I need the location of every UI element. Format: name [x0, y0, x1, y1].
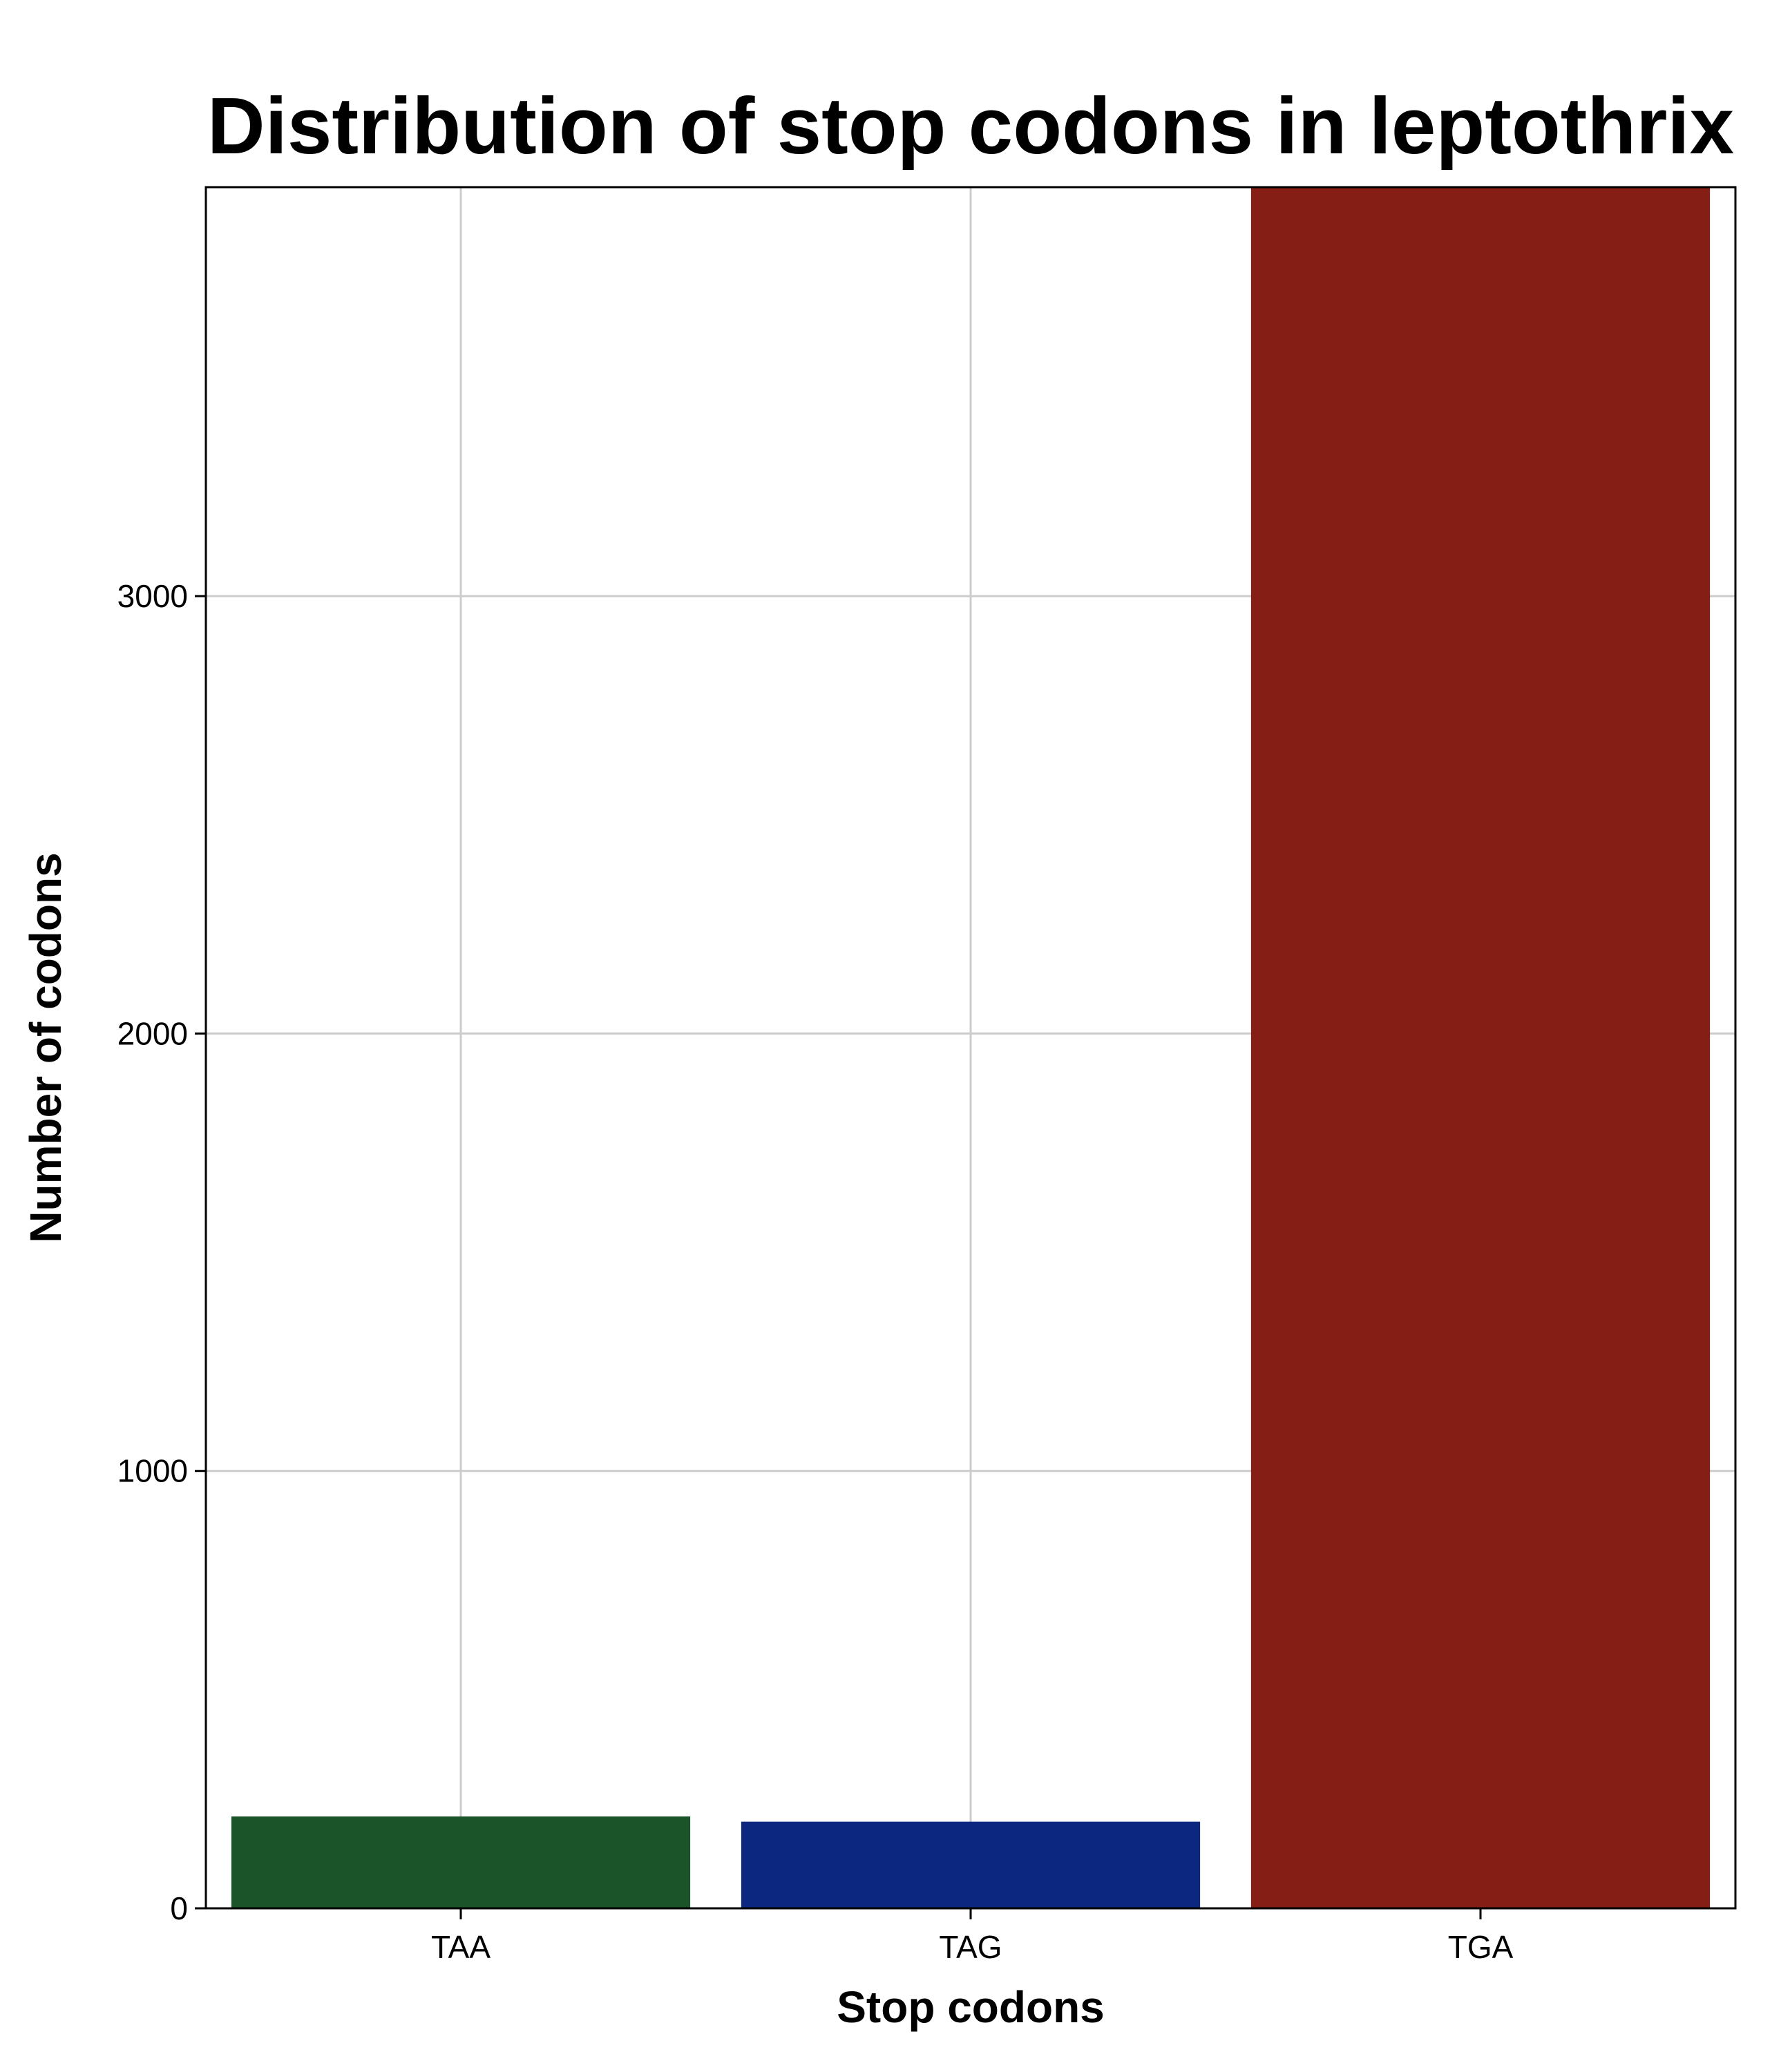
x-axis-ticks: TAA TAG TGA: [431, 1908, 1514, 1965]
bar-tag: [741, 1821, 1201, 1908]
y-tick-label: 3000: [117, 578, 188, 614]
y-tick-label: 2000: [117, 1015, 188, 1051]
y-axis-ticks: 0 1000 2000 3000: [117, 578, 206, 1926]
bars: [231, 187, 1711, 1908]
x-axis-label: Stop codons: [837, 1982, 1105, 2032]
chart-title: Distribution of stop codons in leptothri…: [207, 81, 1734, 171]
x-tick-label: TGA: [1448, 1929, 1514, 1965]
x-tick-label: TAA: [431, 1929, 491, 1965]
y-tick-label: 1000: [117, 1453, 188, 1489]
y-tick-label: 0: [170, 1890, 188, 1926]
bar-tga: [1250, 187, 1711, 1908]
x-tick-label: TAG: [939, 1929, 1002, 1965]
bar-taa: [231, 1816, 691, 1908]
y-axis-label: Number of codons: [21, 852, 70, 1243]
